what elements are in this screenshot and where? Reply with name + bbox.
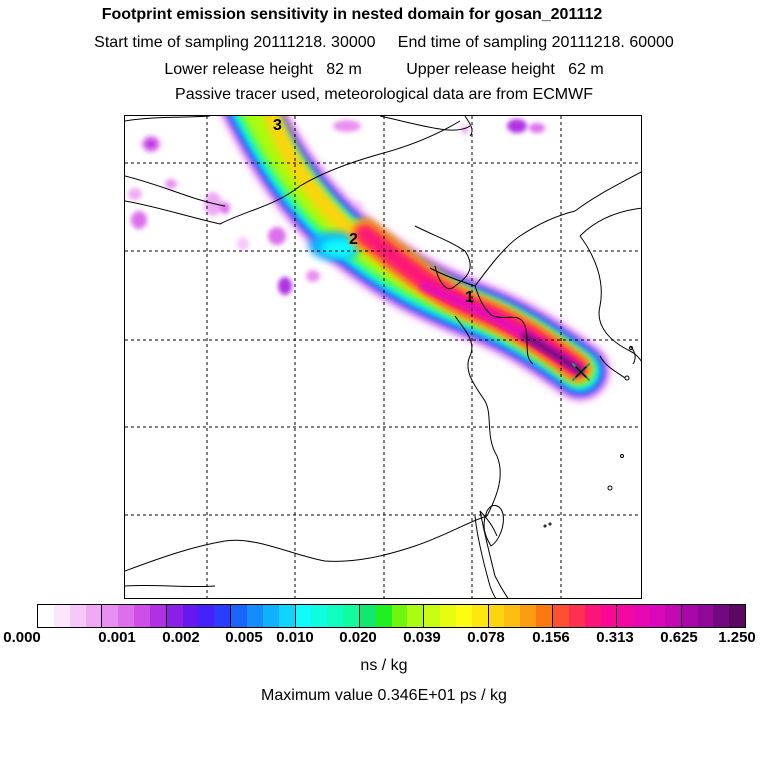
x-marker-icon [572, 363, 590, 381]
colorbar-tick-label: 1.250 [718, 629, 756, 646]
maximum-value-text: Maximum value 0.346E+01 ps / kg [261, 687, 507, 704]
colorbar-segment [166, 605, 183, 627]
colorbar-segment [343, 605, 360, 627]
colorbar-segment [278, 605, 296, 627]
colorbar-segment [102, 605, 119, 627]
colorbar-tick-label: 0.020 [339, 629, 377, 646]
colorbar-segment [664, 605, 682, 627]
sampling-time-line: Start time of sampling 20111218. 30000 E… [94, 34, 674, 51]
colorbar-tick-label: 0.313 [596, 629, 634, 646]
colorbar-segment [568, 605, 585, 627]
colorbar-tick-label: 0.625 [660, 629, 698, 646]
colorbar-segment [262, 605, 279, 627]
colorbar-tick-label: 0.039 [403, 629, 441, 646]
colorbar-tick-label: 0.000 [3, 629, 41, 646]
colorbar-segment [69, 605, 86, 627]
colorbar-segment [681, 605, 698, 627]
colorbar-segment [488, 605, 505, 627]
colorbar-segment [182, 605, 199, 627]
colorbar-segment [359, 605, 376, 627]
colorbar-segment [424, 605, 441, 627]
colorbar-segment [600, 605, 618, 627]
colorbar-tick-label: 0.156 [532, 629, 570, 646]
point-label-2: 2 [349, 231, 358, 248]
colorbar-segment [536, 605, 553, 627]
colorbar-segment [375, 605, 392, 627]
colorbar-segment [214, 605, 232, 627]
plot-title: Footprint emission sensitivity in nested… [101, 6, 603, 23]
footprint-plume [219, 116, 612, 403]
colorbar-segment [85, 605, 103, 627]
taiwan-outline [483, 504, 504, 547]
colorbar-units: ns / kg [360, 657, 408, 674]
colorbar-tick-label: 0.001 [98, 629, 136, 646]
colorbar-segment [520, 605, 537, 627]
tracer-info-line: Passive tracer used, meteorological data… [175, 86, 593, 103]
coastlines [125, 116, 641, 598]
colorbar-segment [134, 605, 150, 627]
colorbar-segment [391, 605, 408, 627]
colorbar-segment [231, 605, 247, 627]
lat-lon-grid [125, 116, 641, 598]
colorbar-segment [38, 605, 54, 627]
map-canvas: 1 2 3 [125, 116, 641, 598]
colorbar-segment [553, 605, 569, 627]
colorbar-segment [649, 605, 665, 627]
colorbar-segment [246, 605, 263, 627]
release-height-line: Lower release height 82 m Upper release … [164, 61, 604, 78]
colorbar-tick-label: 0.005 [225, 629, 263, 646]
colorbar-segment [713, 605, 730, 627]
colorbar-segment [327, 605, 344, 627]
colorbar-segment [471, 605, 489, 627]
colorbar-segment [149, 605, 167, 627]
point-label-1: 1 [465, 289, 474, 306]
faint-patches [128, 119, 545, 295]
colorbar-segment [455, 605, 472, 627]
colorbar-segment [440, 605, 456, 627]
colorbar-segment [633, 605, 650, 627]
colorbar-segment [407, 605, 425, 627]
colorbar-segment [697, 605, 714, 627]
colorbar-segment [504, 605, 521, 627]
colorbar-segment [118, 605, 135, 627]
colorbar-segment [729, 605, 746, 627]
colorbar-segment [295, 605, 312, 627]
colorbar [37, 604, 746, 628]
point-label-3: 3 [273, 117, 282, 134]
footprint-map: 1 2 3 [124, 115, 642, 599]
colorbar-tick-label: 0.010 [276, 629, 314, 646]
colorbar-segment [53, 605, 70, 627]
colorbar-tick-label: 0.002 [162, 629, 200, 646]
colorbar-tick-label: 0.078 [467, 629, 505, 646]
colorbar-segment [311, 605, 328, 627]
colorbar-segment [617, 605, 634, 627]
islands [543, 346, 633, 528]
colorbar-segment [198, 605, 215, 627]
colorbar-segment [584, 605, 601, 627]
